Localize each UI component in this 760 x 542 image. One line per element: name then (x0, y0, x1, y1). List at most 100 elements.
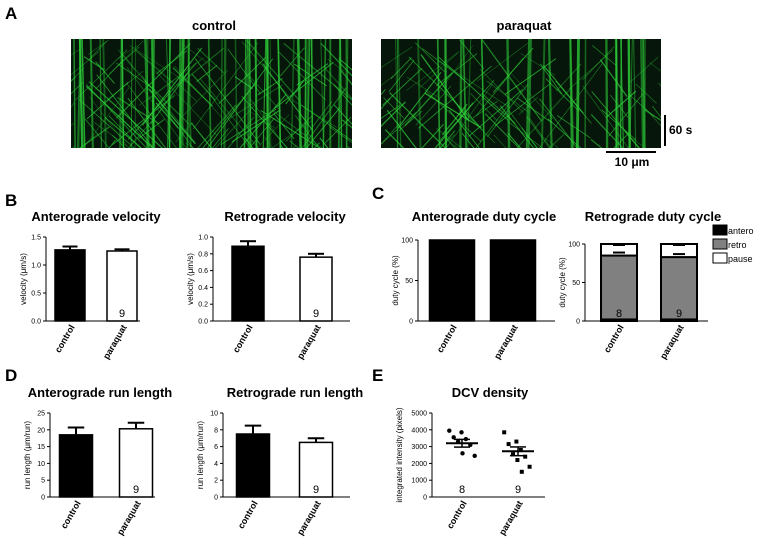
sample-size-label: 9 (515, 484, 521, 496)
sample-size-label: 9 (133, 484, 139, 496)
kymograph-moving-track (323, 66, 352, 100)
y-tick-label: 4000 (411, 427, 427, 434)
y-tick-label: 1.0 (31, 263, 41, 270)
kymograph-moving-track (175, 122, 193, 143)
kymograph-moving-track (172, 67, 213, 107)
kymograph-moving-track (94, 122, 131, 148)
kymograph-moving-track (454, 144, 459, 148)
kymograph-moving-track (248, 118, 275, 148)
panel-label-c: C (372, 184, 384, 203)
kymograph-moving-track (85, 87, 130, 146)
kymograph-stationary-track (462, 39, 468, 148)
kymograph-moving-track (635, 83, 657, 104)
kymograph-moving-track (623, 130, 640, 148)
kymograph-moving-track (96, 74, 154, 148)
kymograph-moving-track (135, 49, 175, 84)
legend: antero retro pause (712, 224, 754, 264)
kymograph-moving-track (346, 145, 349, 148)
kymograph-moving-track (475, 57, 524, 116)
kymograph-stationary-track (320, 39, 324, 148)
kymograph-stationary-track (525, 39, 530, 148)
kymograph-moving-track (461, 133, 475, 148)
kymograph-moving-track (468, 89, 523, 137)
kymograph-moving-track (212, 128, 229, 148)
kymograph-moving-track (445, 83, 493, 148)
chart-retrograde-velocity: Retrograde velocity velocity (μm/s) 0.0 0.2… (186, 209, 350, 361)
kymograph-moving-track (628, 56, 659, 84)
kymograph-tracks (71, 39, 352, 148)
bar-control (231, 245, 265, 322)
scatter-point-control (460, 451, 465, 456)
kymograph-moving-track (111, 94, 175, 146)
kymograph-moving-track (341, 119, 352, 129)
kymograph-moving-track (424, 92, 482, 129)
sample-size-label: 8 (73, 484, 79, 496)
kymograph-moving-track (293, 63, 327, 87)
chart-dcv-density: DCV density integrated intensity (pixels)… (395, 385, 545, 537)
panel-label-d: D (5, 366, 17, 385)
kymograph-stationary-track (186, 39, 191, 148)
kymograph-moving-track (278, 51, 326, 101)
kymograph-moving-track (459, 39, 485, 69)
y-tick-label: 0 (214, 495, 218, 502)
kymograph-moving-track (81, 132, 99, 148)
panel-label-a: A (5, 4, 17, 23)
kymograph-moving-track (218, 56, 266, 105)
kymograph-moving-track (486, 83, 529, 138)
kymograph-moving-track (381, 101, 406, 128)
kymograph-moving-track (494, 83, 551, 126)
kymograph-moving-track (71, 48, 81, 56)
kymograph-moving-track (147, 74, 182, 101)
kymograph-stationary-track (121, 39, 125, 148)
kymograph-moving-track (555, 80, 592, 124)
kymograph-moving-track (71, 101, 76, 108)
kymograph-moving-track (246, 72, 282, 112)
kymograph-stationary-track (467, 39, 472, 148)
kymograph-moving-track (199, 78, 259, 148)
kymograph-moving-track (329, 126, 352, 144)
kymograph-moving-track (88, 40, 107, 60)
y-tick-label: 1.0 (198, 235, 208, 242)
y-tick-label: 6 (214, 444, 218, 451)
scatter-point-paraquat (506, 442, 511, 447)
kymograph-moving-track (590, 114, 624, 148)
kymograph-moving-track (220, 108, 277, 146)
kymograph-stationary-track (306, 39, 311, 148)
x-category-label-control: control (602, 323, 626, 354)
kymograph-moving-track (104, 117, 143, 148)
y-tick-label: 1.5 (31, 235, 41, 242)
x-category-label-control: control (53, 323, 77, 354)
kymograph-moving-track (84, 118, 110, 148)
y-tick-label: 0.0 (31, 319, 41, 326)
scatter-point-paraquat (527, 464, 532, 469)
scatter-point-paraquat (514, 439, 519, 444)
kymograph-moving-track (305, 107, 341, 148)
kymograph-stationary-track (640, 39, 644, 148)
kymograph-moving-track (521, 127, 539, 148)
y-tick-label: 100 (401, 238, 413, 245)
scatter-point-control (451, 435, 456, 440)
sample-size-label: 8 (459, 484, 465, 496)
kymograph-moving-track (507, 132, 522, 148)
y-tick-label: 50 (572, 280, 580, 287)
kymograph-moving-track (632, 138, 646, 148)
kymograph-moving-track (649, 62, 661, 72)
kymograph-moving-track (108, 139, 116, 148)
kymograph-moving-track (207, 58, 273, 148)
kymograph-moving-track (435, 53, 478, 87)
kymograph-moving-track (126, 67, 187, 148)
bar-paraquat (118, 428, 154, 498)
kymograph-stationary-track (540, 39, 546, 148)
kymograph-moving-track (130, 113, 158, 147)
kymograph-moving-track (289, 140, 300, 148)
kymograph-stationary-track (310, 39, 314, 148)
y-axis-label: velocity (μm/s) (186, 253, 195, 305)
y-axis-label: run length (μm/run) (196, 421, 205, 490)
y-tick-label: 2 (214, 478, 218, 485)
kymograph-moving-track (507, 120, 543, 148)
kymograph-moving-track (263, 146, 267, 148)
kymograph-moving-track (272, 110, 323, 148)
kymograph-moving-track (384, 129, 405, 148)
kymograph-moving-track (381, 46, 413, 68)
x-category-label-paraquat: paraquat (115, 499, 143, 537)
